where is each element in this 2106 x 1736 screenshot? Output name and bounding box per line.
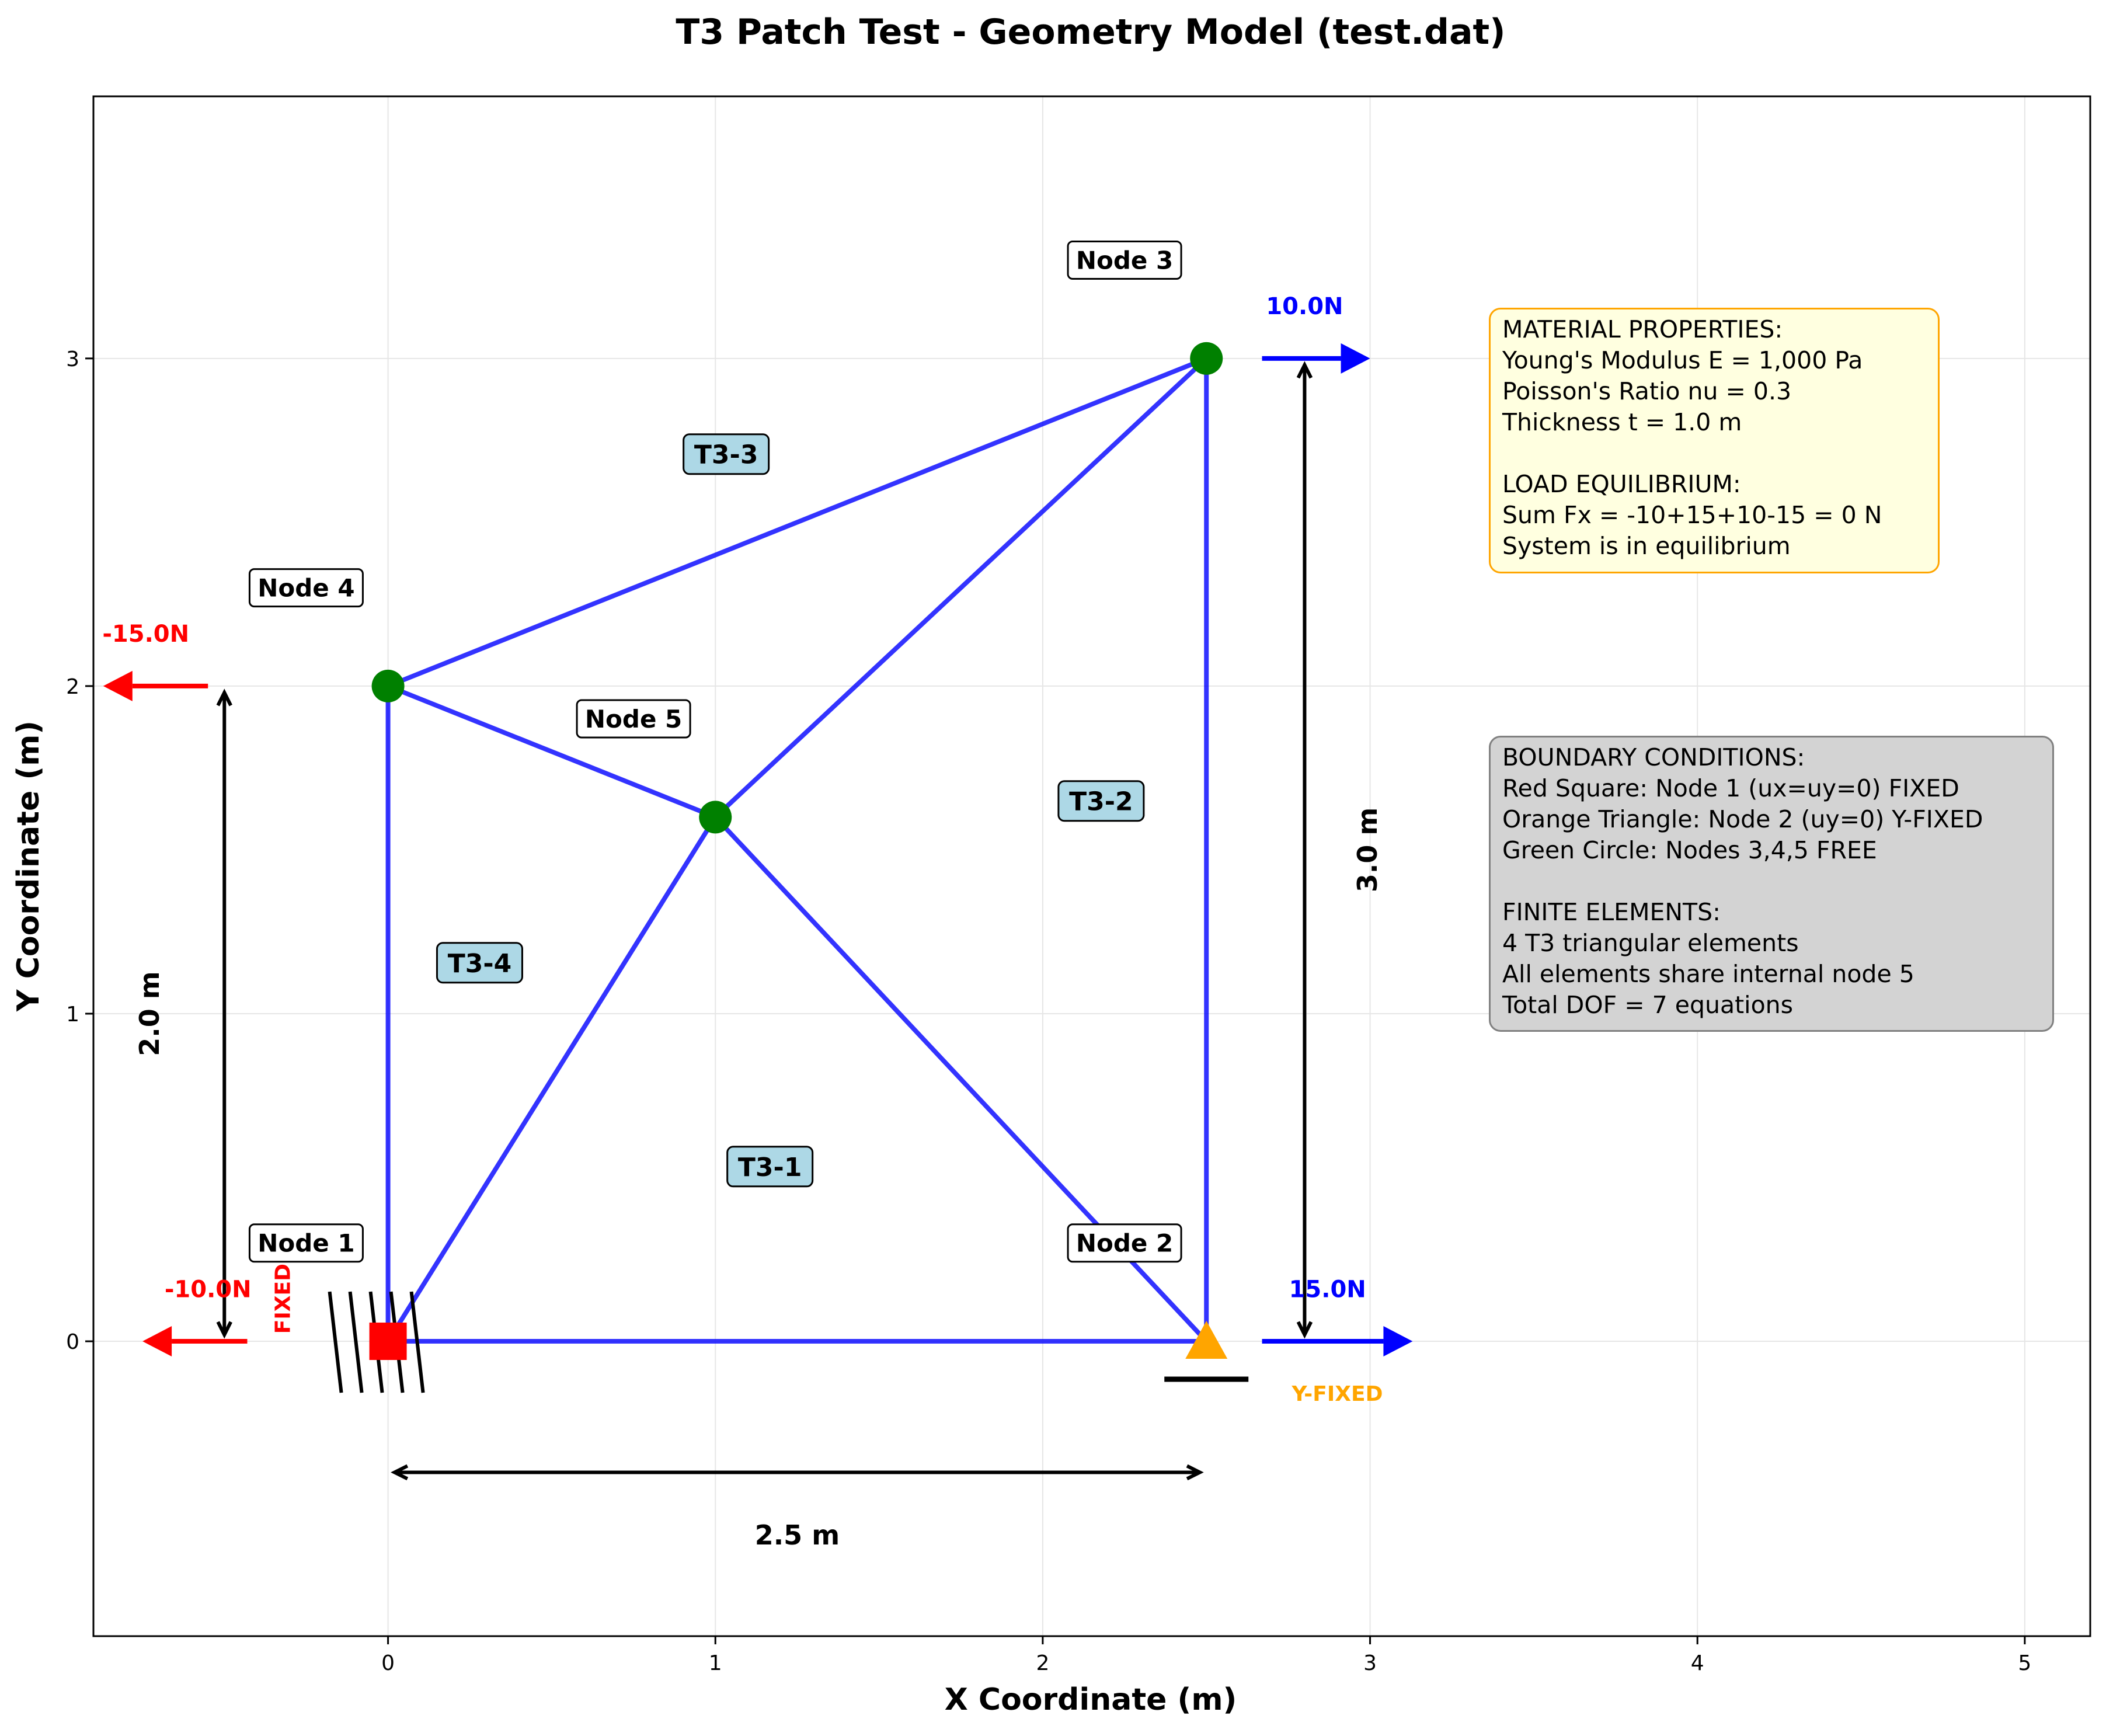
- load-arrow-head: [1383, 1326, 1413, 1357]
- left-height-dimension-label: 2.0 m: [134, 971, 165, 1056]
- width-dimension-head-end: [1186, 1464, 1204, 1481]
- y-axis-label: Y Coordinate (m): [11, 721, 46, 1012]
- fixed-hatch-line: [348, 1291, 364, 1393]
- mesh-edge: [385, 815, 718, 1344]
- x-tick-label: 1: [709, 1651, 722, 1675]
- right-height-dimension-head-end: [1296, 1321, 1313, 1339]
- node-label-box: [576, 699, 691, 739]
- node-label-box: [248, 568, 364, 608]
- node-label: Node 4: [257, 574, 354, 603]
- axis-ticks: 0 1 2 3 4 5 0 1 2 3: [66, 347, 2031, 1675]
- node-label-box: [1067, 241, 1182, 280]
- load-arrow-head: [1341, 343, 1370, 374]
- element-label: T3-4: [448, 949, 512, 979]
- dimension-lines: 2.5 m 2.0 m 3.0 m: [134, 361, 1383, 1551]
- element-label: T3-3: [694, 440, 758, 470]
- x-tick-label: 2: [1036, 1651, 1049, 1675]
- x-tick-label: 3: [1363, 1651, 1377, 1675]
- left-height-dimension-head-end: [216, 1321, 232, 1339]
- y-tick-label: 1: [66, 1003, 79, 1027]
- element-label: T3-2: [1069, 787, 1133, 817]
- material-properties-box: MATERIAL PROPERTIES: Young's Modulus E =…: [1489, 308, 1940, 573]
- x-tick-label: 0: [381, 1651, 395, 1675]
- right-height-dimension-head-start: [1296, 361, 1313, 379]
- y-tick-label: 0: [66, 1330, 79, 1354]
- element-label-box: [726, 1146, 814, 1188]
- boundary-conditions-box: BOUNDARY CONDITIONS: Red Square: Node 1 …: [1489, 736, 2054, 1032]
- free-node-marker: [1190, 342, 1223, 375]
- element-labels: T3-1 T3-2 T3-3 T3-4: [436, 433, 1145, 1188]
- width-dimension-label: 2.5 m: [755, 1519, 840, 1551]
- free-node-marker: [699, 801, 732, 834]
- y-tick-label: 2: [66, 675, 79, 699]
- fixed-hatch-line: [328, 1291, 343, 1393]
- node-label-box: [1067, 1223, 1182, 1263]
- x-axis-label: X Coordinate (m): [945, 1682, 1237, 1717]
- fixed-hatch-line: [409, 1291, 425, 1393]
- node-labels: Node 1 Node 2 Node 3 Node 4 Node 5: [248, 241, 1182, 1263]
- mesh-edge: [385, 356, 1209, 688]
- load-arrow-head: [142, 1326, 172, 1357]
- supports: FIXED Y-FIXED: [271, 1264, 1383, 1406]
- width-dimension-head-start: [391, 1464, 409, 1481]
- nodes: [371, 342, 1223, 834]
- fixed-support-label: FIXED: [271, 1264, 295, 1334]
- element-label: T3-1: [738, 1153, 802, 1182]
- left-height-dimension-head-start: [216, 688, 232, 707]
- load-arrows: -10.0N 15.0N 10.0N -15.0N: [102, 293, 1413, 1357]
- load-label: -10.0N: [165, 1276, 252, 1303]
- element-label-box: [683, 433, 770, 475]
- y-tick-label: 3: [66, 347, 79, 371]
- mesh-edge: [385, 683, 718, 820]
- load-label: 10.0N: [1266, 293, 1343, 320]
- load-arrow-head: [103, 670, 133, 701]
- roller-support-label: Y-FIXED: [1292, 1382, 1383, 1406]
- mesh-edges: [385, 356, 1209, 1344]
- chart-title: T3 Patch Test - Geometry Model (test.dat…: [676, 12, 1505, 53]
- x-tick-label: 5: [2018, 1651, 2031, 1675]
- mesh-edge: [713, 815, 1209, 1344]
- plot-frame: [92, 95, 2091, 1637]
- right-height-dimension-label: 3.0 m: [1352, 808, 1383, 892]
- element-label-box: [436, 942, 523, 984]
- load-label: 15.0N: [1289, 1276, 1366, 1303]
- node-label: Node 1: [257, 1229, 354, 1258]
- load-label: -15.0N: [102, 621, 189, 648]
- node-label: Node 5: [585, 705, 682, 733]
- node-label: Node 3: [1076, 246, 1173, 275]
- element-label-box: [1057, 780, 1145, 822]
- free-node-marker: [371, 669, 405, 702]
- node-label: Node 2: [1076, 1229, 1173, 1258]
- node-label-box: [248, 1223, 364, 1263]
- x-tick-label: 4: [1691, 1651, 1704, 1675]
- roller-support-triangle: [1185, 1321, 1228, 1359]
- mesh-edge: [713, 356, 1209, 820]
- fixed-support-square: [369, 1323, 407, 1361]
